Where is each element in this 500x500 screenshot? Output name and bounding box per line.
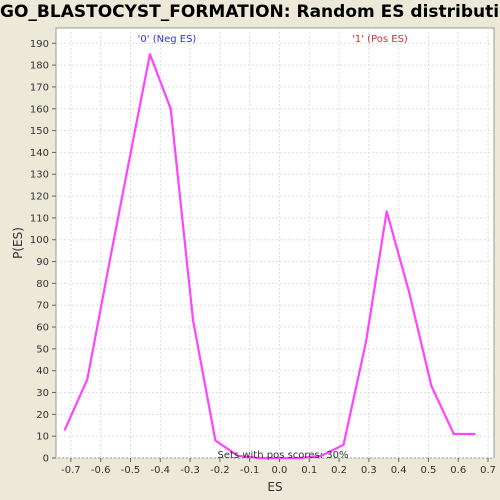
y-tick-label: 120: [30, 192, 49, 203]
x-tick-label: 0.7: [480, 465, 496, 476]
y-tick-label: 130: [30, 170, 49, 181]
x-tick-label: 0.0: [272, 465, 288, 476]
chart-title: GO_BLASTOCYST_FORMATION: Random ES distr…: [0, 2, 500, 22]
x-tick-label: 0.4: [391, 465, 407, 476]
x-tick-label: -0.4: [151, 465, 171, 476]
y-tick-label: 0: [43, 454, 49, 465]
plot-area: [55, 27, 495, 459]
y-tick-label: 160: [30, 104, 49, 115]
y-tick-label: 60: [36, 323, 49, 334]
y-tick-label: 80: [36, 279, 49, 290]
x-tick-label: -0.6: [91, 465, 111, 476]
y-tick-label: 170: [30, 82, 49, 93]
y-tick-label: 100: [30, 235, 49, 246]
y-tick-label: 110: [30, 213, 49, 224]
series-layer: [63, 53, 476, 460]
x-tick-label: -0.5: [121, 465, 141, 476]
y-tick-label: 40: [36, 366, 49, 377]
y-tick-label: 70: [36, 301, 49, 312]
pos-scores-footer: Sets with pos scores: 30%: [218, 450, 349, 461]
grid-lines: [56, 28, 494, 459]
y-tick-label: 10: [36, 432, 49, 443]
neg-es-label: '0' (Neg ES): [138, 34, 197, 45]
x-tick-label: 0.5: [420, 465, 436, 476]
axes: 0 10 20 30 40 50 60 70 80 90 100 110 120 130 140 150 160…: [30, 39, 496, 476]
y-tick-label: 180: [30, 61, 49, 72]
y-tick-label: 30: [36, 388, 49, 399]
y-tick-label: 150: [30, 126, 49, 137]
x-tick-label: 0.1: [301, 465, 317, 476]
y-tick-label: 20: [36, 410, 49, 421]
x-tick-label: -0.3: [180, 465, 200, 476]
y-tick-label: 140: [30, 148, 49, 159]
es-distribution-line: [63, 53, 476, 460]
x-tick-label: 0.6: [450, 465, 466, 476]
pos-es-label: '1' (Pos ES): [352, 34, 408, 45]
x-axis-title: ES: [267, 480, 282, 494]
x-tick-label: -0.1: [240, 465, 260, 476]
y-tick-label: 190: [30, 39, 49, 50]
x-tick-label: 0.2: [331, 465, 347, 476]
x-tick-label: -0.2: [210, 465, 230, 476]
y-tick-label: 90: [36, 257, 49, 268]
x-tick-label: 0.3: [361, 465, 377, 476]
y-axis-title: P(ES): [11, 227, 25, 259]
y-tick-label: 50: [36, 344, 49, 355]
x-tick-label: -0.7: [61, 465, 81, 476]
